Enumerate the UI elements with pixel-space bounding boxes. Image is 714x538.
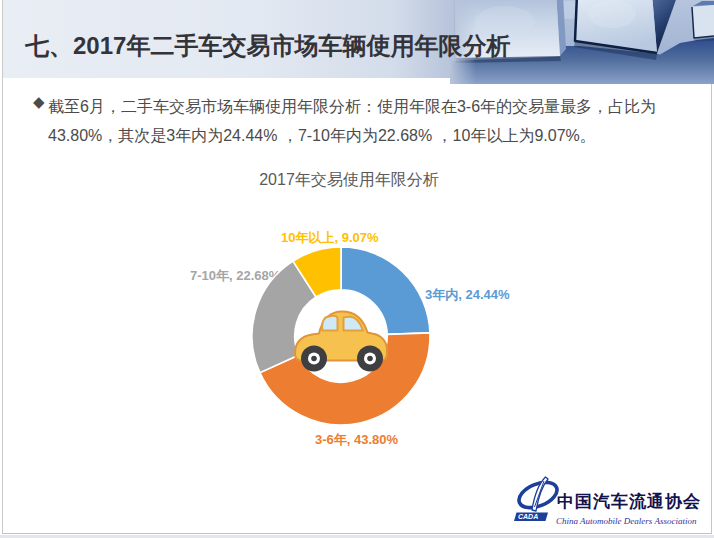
slide-title: 七、2017年二手车交易市场车辆使用年限分析 (25, 31, 510, 60)
chart-title: 2017年交易使用年限分析 (199, 170, 499, 191)
bullet-paragraph: ◆ 截至6月，二手车交易市场车辆使用年限分析：使用年限在3-6年的交易量最多，占… (33, 92, 665, 150)
bullet-line-2: 43.80%，其次是3年内为24.44% ，7-10年内为22.68% ，10年… (48, 121, 665, 150)
bullet-diamond-icon: ◆ (33, 93, 45, 111)
slide: 七、2017年二手车交易市场车辆使用年限分析 ◆ 截至6月，二手车交易市场车辆使… (0, 0, 714, 538)
org-name-en: China Automobile Dealers Association (556, 516, 696, 526)
cada-logo: CADA 中国汽车流通协会 China Automobile Dealers A… (512, 476, 707, 532)
car-illustration (295, 312, 387, 372)
svg-text:CADA: CADA (518, 513, 538, 520)
org-name-cn: 中国汽车流通协会 (557, 490, 701, 513)
cube-small (692, 1, 714, 42)
slide-border-bottom (2, 533, 712, 534)
slide-border-right (711, 84, 712, 533)
donut-chart (221, 216, 461, 456)
bullet-line-1: 截至6月，二手车交易市场车辆使用年限分析：使用年限在3-6年的交易量最多，占比为 (48, 92, 665, 121)
slide-border-left (2, 0, 3, 533)
